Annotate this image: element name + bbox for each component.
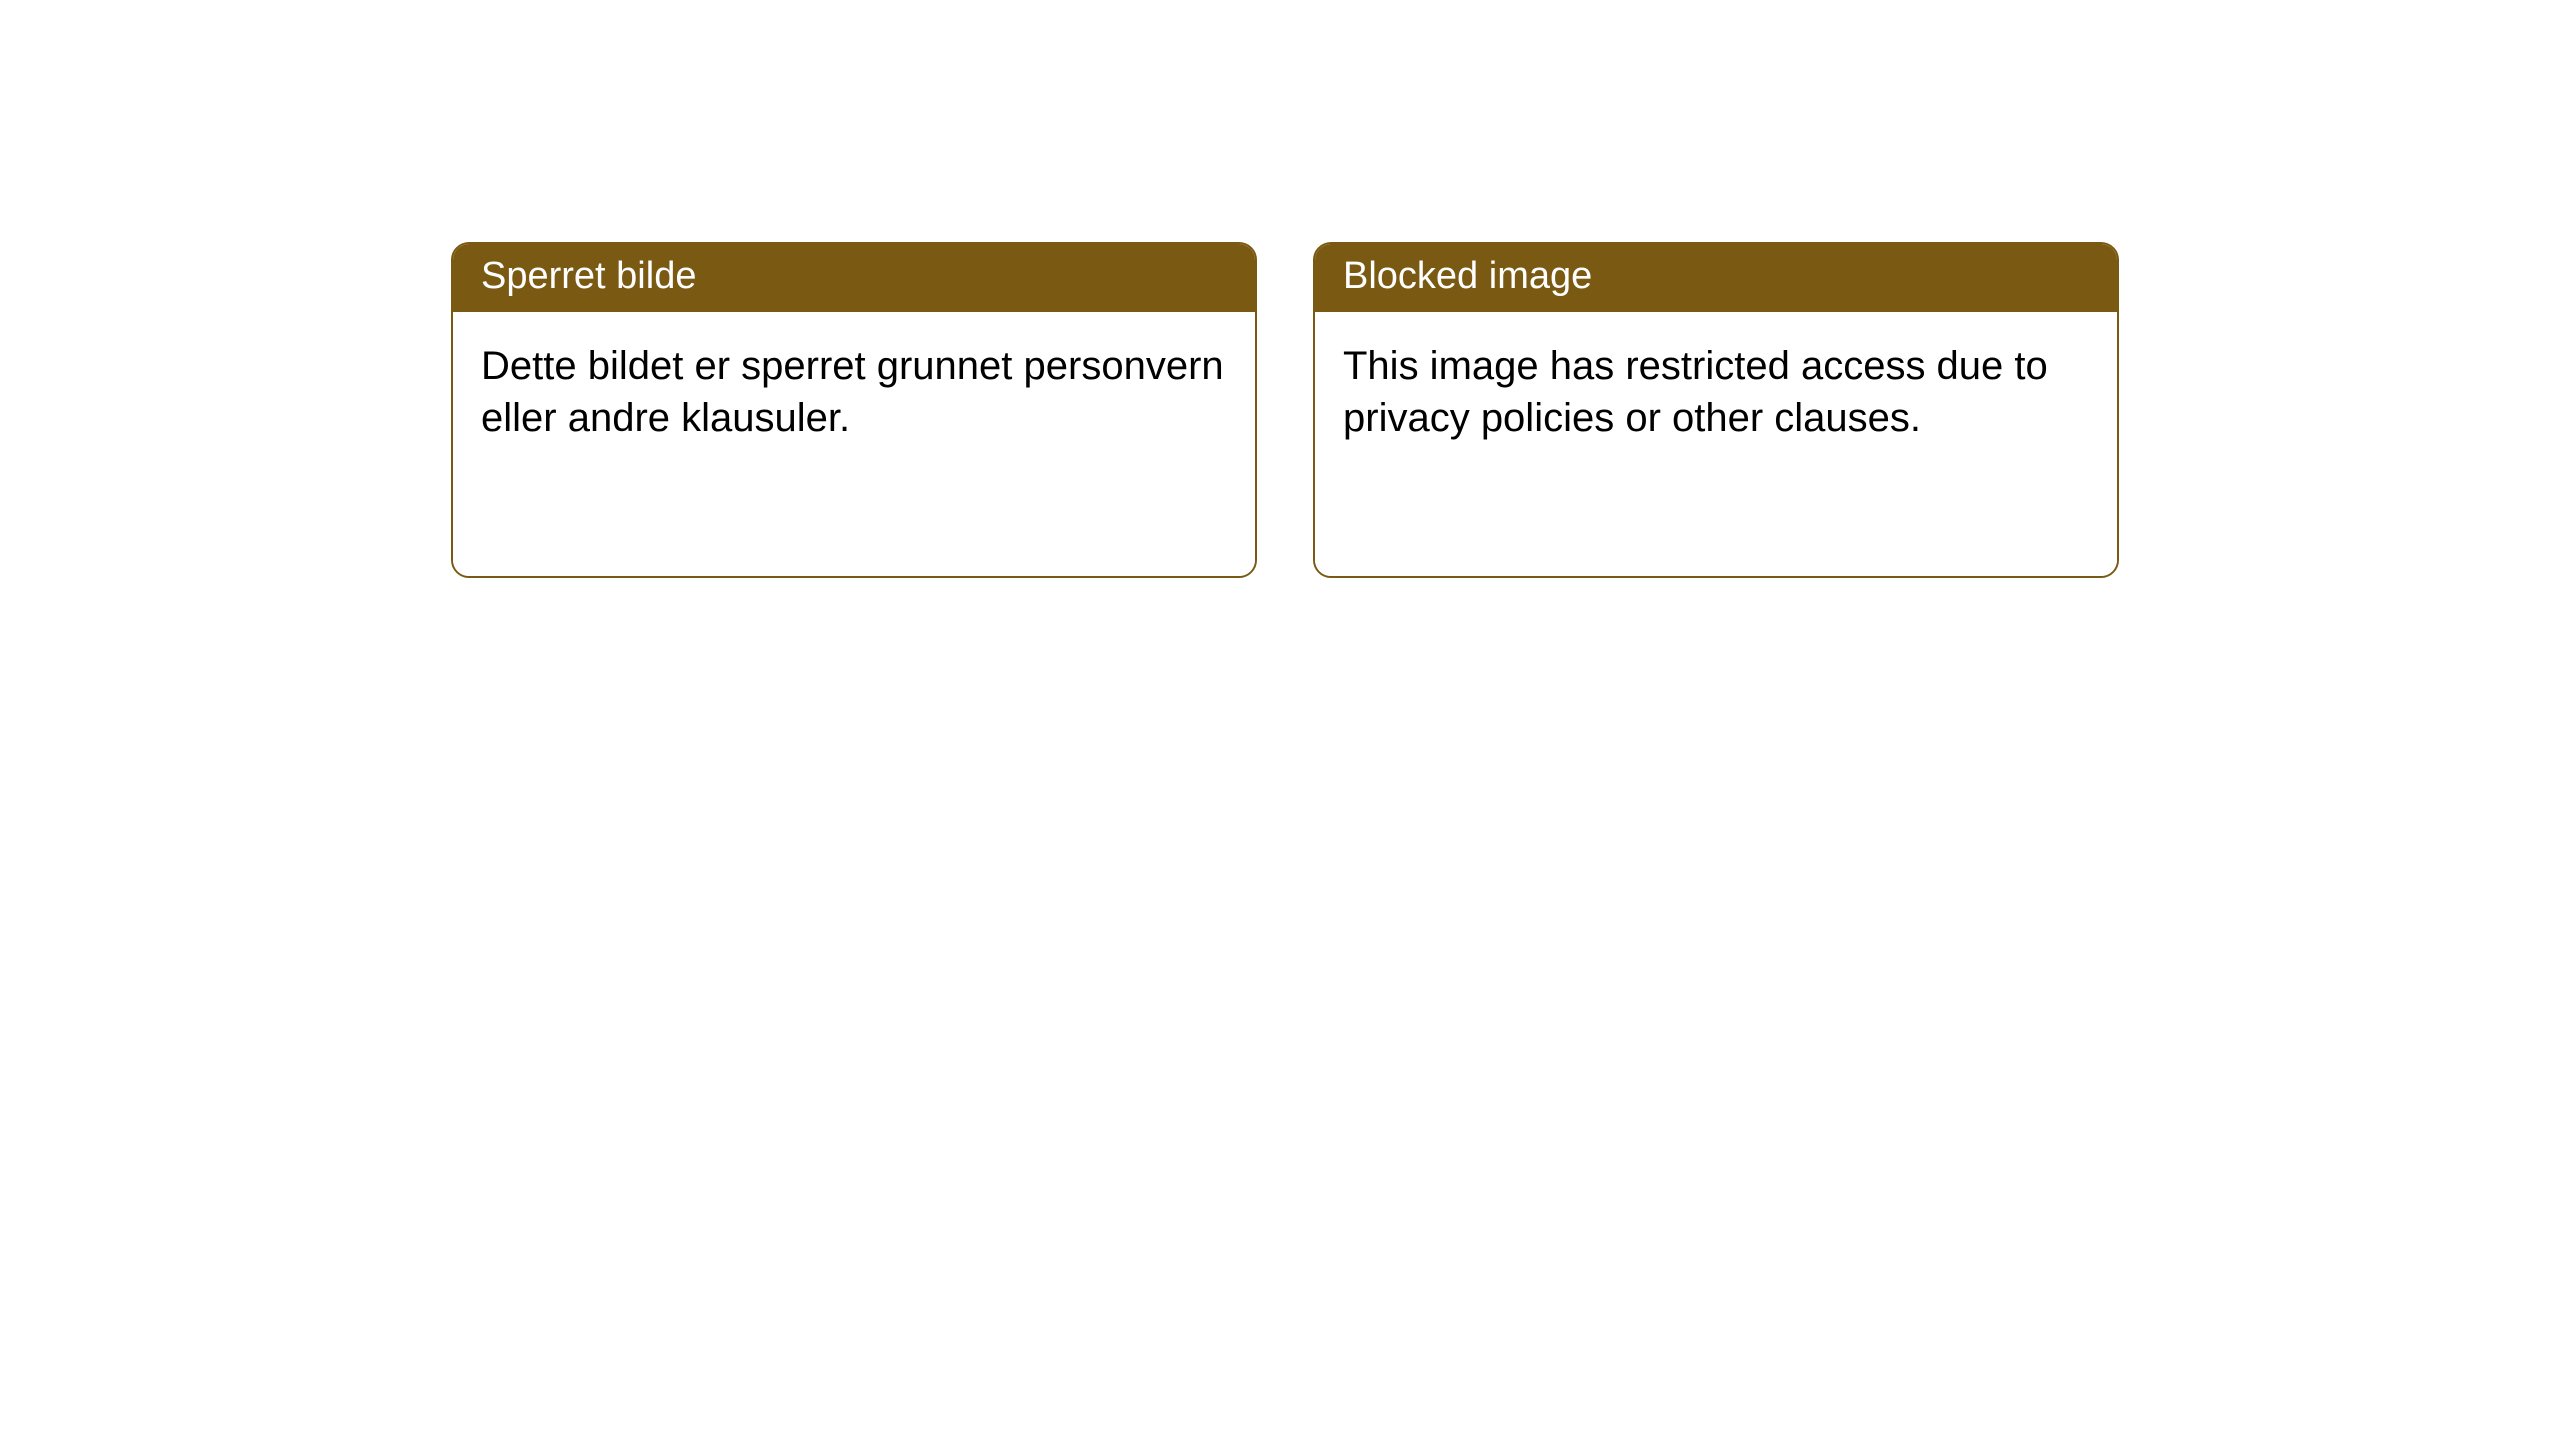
- notice-body-en: This image has restricted access due to …: [1315, 312, 2117, 576]
- notice-card-no: Sperret bilde Dette bildet er sperret gr…: [451, 242, 1257, 578]
- notice-body-no: Dette bildet er sperret grunnet personve…: [453, 312, 1255, 576]
- notice-header-en: Blocked image: [1315, 244, 2117, 312]
- notice-card-en: Blocked image This image has restricted …: [1313, 242, 2119, 578]
- notice-header-no: Sperret bilde: [453, 244, 1255, 312]
- notice-container: Sperret bilde Dette bildet er sperret gr…: [451, 242, 2119, 578]
